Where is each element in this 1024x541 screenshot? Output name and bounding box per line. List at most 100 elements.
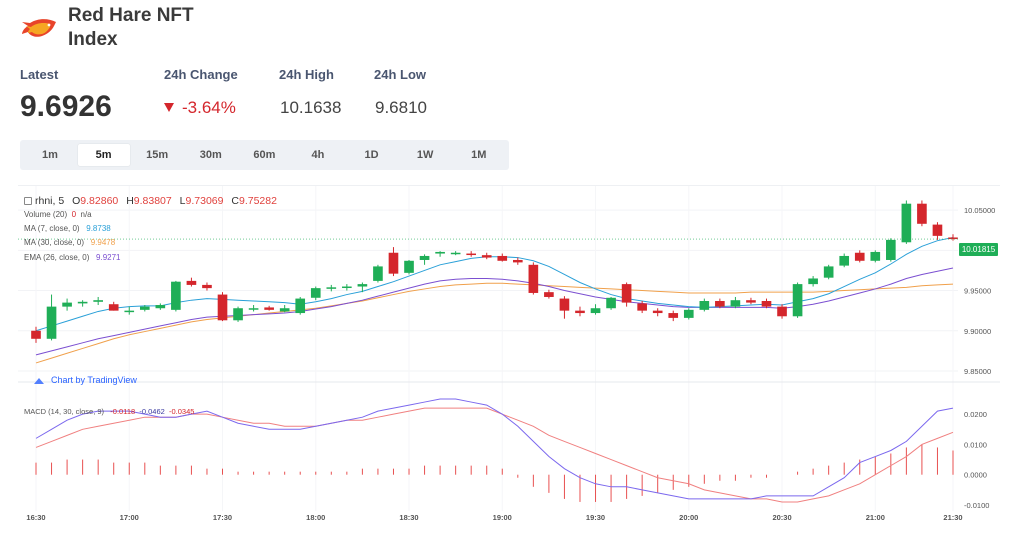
candle-body xyxy=(108,304,119,311)
candle-body xyxy=(124,310,135,313)
candle-body xyxy=(31,330,41,339)
candle-body xyxy=(746,300,756,303)
candle-body xyxy=(683,309,694,318)
low-label: 24h Low xyxy=(374,67,427,82)
last-price-tag: 10.01815 xyxy=(959,243,998,256)
candle-body xyxy=(264,307,274,310)
change-value-container: -3.64% xyxy=(164,98,236,118)
candle-body xyxy=(481,255,492,258)
ma7-legend: MA (7, close, 0) 9.8738 xyxy=(24,224,111,233)
candle-body xyxy=(699,300,710,310)
candle-body xyxy=(202,284,212,289)
candle-body xyxy=(46,306,57,339)
price-chart[interactable]: 10.0500010.000009.950009.900009.8500016:… xyxy=(18,186,1000,526)
volume-legend: Volume (20) 0 n/a xyxy=(24,210,92,219)
candle-body xyxy=(419,255,430,260)
candle-body xyxy=(310,288,321,298)
candle-body xyxy=(823,266,834,278)
candle-body xyxy=(466,253,477,256)
candle-body xyxy=(761,300,772,307)
candle-body xyxy=(870,251,881,261)
time-tick-label: 19:30 xyxy=(586,513,605,522)
candle-body xyxy=(932,224,943,236)
candle-body xyxy=(279,308,290,312)
down-triangle-icon xyxy=(164,103,174,112)
time-tick-label: 17:00 xyxy=(120,513,139,522)
latest-value: 9.6926 xyxy=(20,90,112,123)
timeframe-button-1M[interactable]: 1M xyxy=(471,149,487,161)
tradingview-attribution[interactable]: Chart by TradingView xyxy=(32,375,137,385)
candle-body xyxy=(155,305,166,309)
time-tick-label: 17:30 xyxy=(213,513,232,522)
price-tick-label: 10.05000 xyxy=(964,206,995,215)
candle-body xyxy=(139,306,150,310)
symbol-label: rhni xyxy=(35,195,53,207)
time-tick-label: 21:00 xyxy=(866,513,885,522)
timeframe-button-1m[interactable]: 1m xyxy=(42,149,58,161)
candle-body xyxy=(559,298,570,311)
candle-body xyxy=(808,278,818,285)
candle-body xyxy=(326,287,337,289)
price-tick-label: 9.90000 xyxy=(964,327,991,336)
time-tick-label: 19:00 xyxy=(493,513,512,522)
change-value: -3.64% xyxy=(182,98,236,117)
timeframe-button-15m[interactable]: 15m xyxy=(146,149,169,161)
macd-signal-line xyxy=(35,407,954,503)
timeframe-button-4h[interactable]: 4h xyxy=(311,149,325,161)
timeframe-button-30m[interactable]: 30m xyxy=(199,149,222,161)
candle-body xyxy=(217,294,228,321)
candle-body xyxy=(512,259,523,263)
high-label: 24h High xyxy=(279,67,334,82)
candle-body xyxy=(388,252,399,274)
latest-label: Latest xyxy=(20,67,59,82)
candle-body xyxy=(637,303,647,311)
candle-body xyxy=(497,255,508,261)
timeframe-button-1D[interactable]: 1D xyxy=(364,149,379,161)
candle-body xyxy=(886,239,896,260)
time-tick-label: 20:30 xyxy=(772,513,791,522)
candle-body xyxy=(839,255,850,266)
candle-body xyxy=(544,292,554,297)
ma30-legend: MA (30, close, 0) 9.9478 xyxy=(24,238,116,247)
brand: Red Hare NFT Index xyxy=(20,4,228,52)
candle-body xyxy=(590,308,601,314)
candle-body xyxy=(450,252,461,255)
candle-body xyxy=(62,302,72,307)
timeframe-button-5m[interactable]: 5m xyxy=(77,144,130,166)
candle-body xyxy=(186,280,197,285)
candle-body xyxy=(621,284,632,303)
timeframe-button-1W[interactable]: 1W xyxy=(416,149,434,161)
candle-body xyxy=(777,306,787,317)
macd-legend: MACD (14, 30, close, 9) -0.0118 -0.0462 … xyxy=(24,407,195,416)
candle-body xyxy=(652,310,663,314)
tradingview-cloud-icon xyxy=(34,377,44,384)
candle-body xyxy=(917,203,927,224)
macd-tick-label: 0.0200 xyxy=(964,410,987,419)
candle-body xyxy=(295,298,306,314)
candle-body xyxy=(357,284,368,287)
candle-body xyxy=(575,310,585,314)
candle-body xyxy=(77,301,88,304)
time-tick-label: 16:30 xyxy=(26,513,45,522)
timeframe-selector: 1m 5m 15m 30m 60m 4h 1D 1W 1M xyxy=(20,140,509,170)
candle-body xyxy=(171,281,181,310)
candle-body xyxy=(528,264,539,293)
candle-body xyxy=(248,308,259,310)
time-tick-label: 21:30 xyxy=(943,513,962,522)
chart-settings-icon[interactable] xyxy=(24,197,32,205)
chart-container[interactable]: 10.0500010.000009.950009.900009.8500016:… xyxy=(18,185,1000,525)
candle-body xyxy=(901,203,912,243)
candle-body xyxy=(373,266,383,281)
high-value: 10.1638 xyxy=(280,98,342,117)
price-tick-label: 9.85000 xyxy=(964,367,991,376)
candle-body xyxy=(715,300,725,307)
candle-body xyxy=(948,237,958,240)
open-value: 9.82860 xyxy=(80,195,119,207)
candle-body xyxy=(233,308,243,321)
candle-body xyxy=(93,300,103,302)
macd-tick-label: -0.0100 xyxy=(964,501,989,510)
price-tick-label: 9.95000 xyxy=(964,287,991,296)
macd-tick-label: 0.0100 xyxy=(964,440,987,449)
candle-body xyxy=(854,252,865,261)
timeframe-button-60m[interactable]: 60m xyxy=(253,149,276,161)
